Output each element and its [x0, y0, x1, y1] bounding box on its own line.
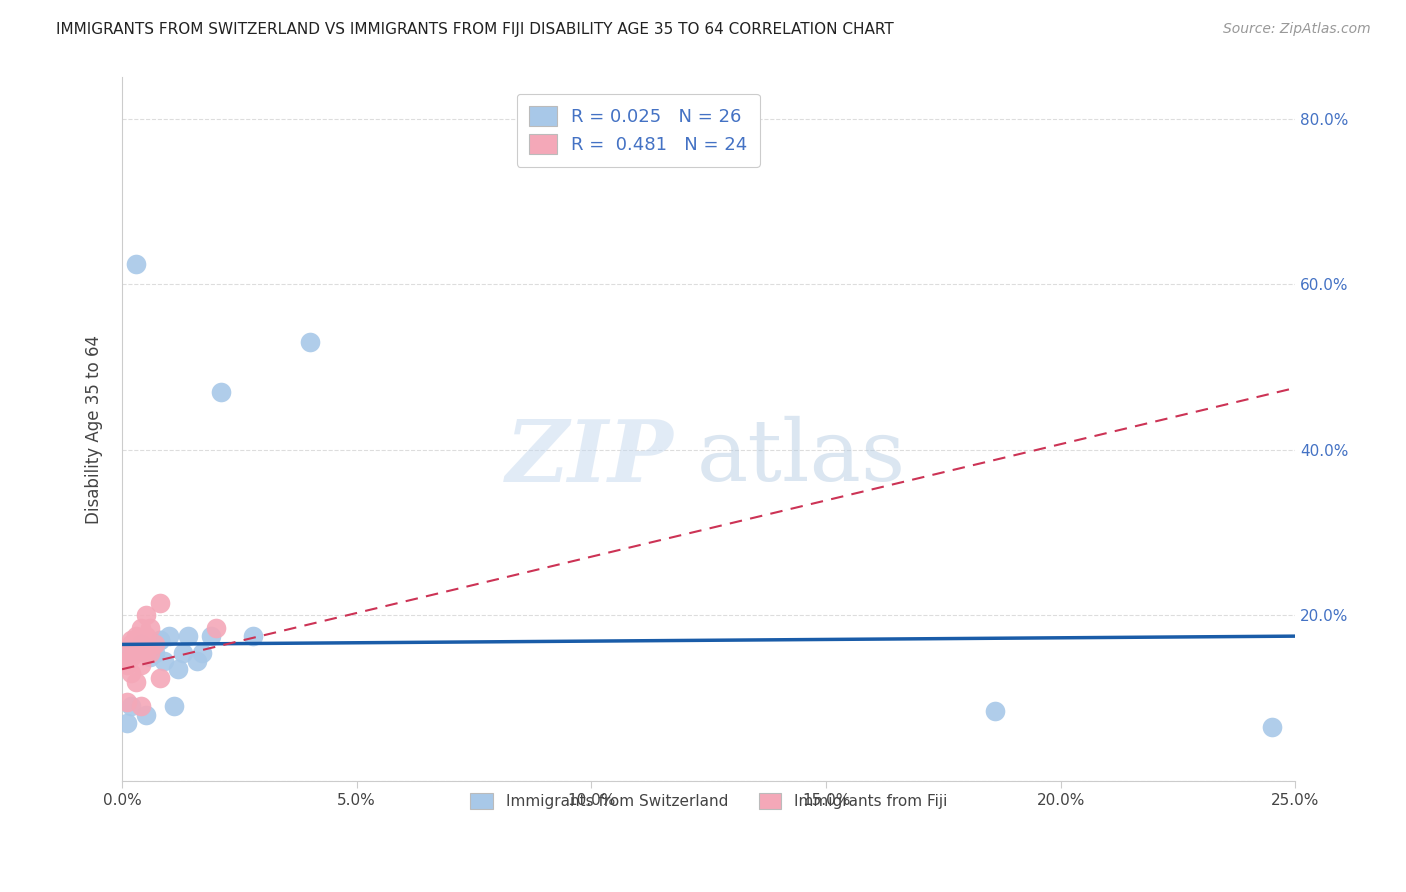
Point	[125, 674, 148, 689]
Point	[120, 699, 142, 714]
Point	[120, 646, 142, 660]
Point	[120, 633, 142, 648]
Point	[125, 646, 148, 660]
Point	[139, 646, 162, 660]
Point	[120, 666, 142, 681]
Point	[149, 596, 172, 610]
Point	[153, 654, 176, 668]
Point	[157, 629, 180, 643]
Point	[115, 716, 138, 731]
Point	[200, 629, 222, 643]
Point	[149, 633, 172, 648]
Point	[191, 646, 214, 660]
Point	[115, 695, 138, 709]
Point	[177, 629, 200, 643]
Point	[143, 637, 166, 651]
Point	[125, 257, 148, 271]
Point	[129, 637, 152, 651]
Point	[120, 649, 142, 664]
Point	[149, 633, 172, 648]
Point	[129, 699, 152, 714]
Text: Source: ZipAtlas.com: Source: ZipAtlas.com	[1223, 22, 1371, 37]
Point	[1261, 720, 1284, 734]
Point	[139, 649, 162, 664]
Point	[149, 671, 172, 685]
Text: atlas: atlas	[697, 416, 905, 499]
Point	[298, 335, 321, 350]
Text: ZIP: ZIP	[506, 416, 673, 500]
Point	[134, 608, 156, 623]
Point	[120, 637, 142, 651]
Point	[129, 637, 152, 651]
Point	[125, 629, 148, 643]
Point	[134, 646, 156, 660]
Point	[115, 658, 138, 673]
Point	[143, 646, 166, 660]
Point	[134, 629, 156, 643]
Point	[134, 707, 156, 722]
Point	[163, 699, 186, 714]
Point	[134, 646, 156, 660]
Point	[129, 658, 152, 673]
Point	[209, 384, 232, 399]
Point	[115, 654, 138, 668]
Point	[115, 641, 138, 656]
Point	[139, 621, 162, 635]
Point	[129, 621, 152, 635]
Point	[167, 662, 190, 676]
Point	[172, 646, 194, 660]
Point	[186, 654, 208, 668]
Y-axis label: Disability Age 35 to 64: Disability Age 35 to 64	[86, 334, 103, 524]
Point	[242, 629, 264, 643]
Point	[984, 704, 1007, 718]
Point	[125, 641, 148, 656]
Text: IMMIGRANTS FROM SWITZERLAND VS IMMIGRANTS FROM FIJI DISABILITY AGE 35 TO 64 CORR: IMMIGRANTS FROM SWITZERLAND VS IMMIGRANT…	[56, 22, 894, 37]
Legend: Immigrants from Switzerland, Immigrants from Fiji: Immigrants from Switzerland, Immigrants …	[464, 788, 953, 815]
Point	[205, 621, 228, 635]
